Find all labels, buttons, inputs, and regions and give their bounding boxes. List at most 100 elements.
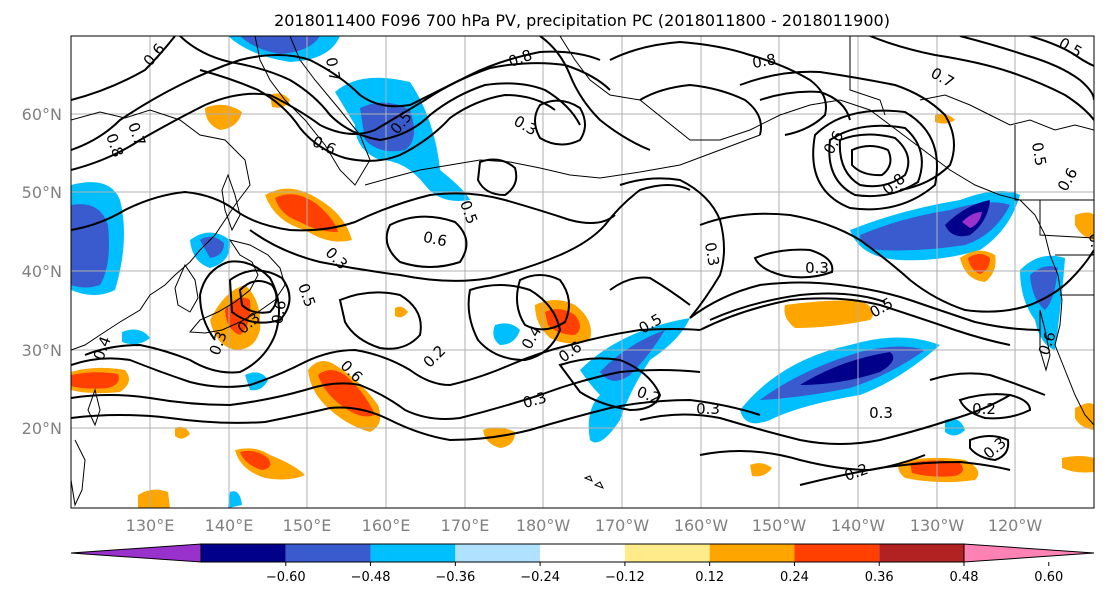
- colorbar-segment: [540, 544, 625, 562]
- precip-positive-area: [1075, 212, 1094, 240]
- colorbar-segment: [879, 544, 964, 562]
- colorbar-segment: [370, 544, 456, 562]
- lon-label: 120°W: [988, 516, 1043, 535]
- lon-label: 140°E: [205, 516, 254, 535]
- contour-label: 0.3: [696, 400, 720, 418]
- pv-contour: [71, 190, 616, 232]
- precip-positive-area: [935, 114, 955, 124]
- precip-negative-area: [71, 204, 109, 288]
- coastline-japan: [188, 239, 286, 334]
- pv-contours: [71, 36, 1094, 486]
- colorbar-segment: [794, 544, 880, 562]
- pv-contour: [689, 281, 1041, 331]
- pv-contour: [609, 40, 827, 136]
- pv-contour: [385, 215, 468, 268]
- pv-contour: [238, 280, 278, 314]
- coastline-korea: [174, 263, 199, 313]
- contour-label: 0.3: [869, 404, 893, 422]
- lon-label: 160°E: [362, 516, 411, 535]
- colorbar-tick-label: 0.12: [695, 570, 724, 585]
- pv-contour: [639, 83, 762, 136]
- lon-label: 160°W: [674, 516, 729, 535]
- pv-contour: [753, 248, 834, 279]
- coastline-canada-islands: [919, 94, 1094, 131]
- contour-label: 0.3: [805, 259, 829, 277]
- pv-contour: [467, 284, 562, 362]
- pv-contour: [851, 145, 892, 177]
- pv-contour: [838, 133, 910, 188]
- contour-label: 0.6: [421, 228, 448, 251]
- pv-contour: [71, 398, 761, 442]
- pv-contour: [639, 394, 1011, 445]
- lat-label: 50°N: [22, 183, 62, 202]
- figure-title: 2018011400 F096 700 hPa PV, precipitatio…: [274, 11, 890, 30]
- contour-label: 0.8: [751, 50, 778, 72]
- pv-contour: [699, 212, 1094, 313]
- precip-positive-area: [205, 104, 242, 130]
- pv-contour: [699, 450, 926, 472]
- coastline-north-america: [1019, 199, 1094, 426]
- contour-label: 0.5: [1028, 141, 1050, 168]
- precip-negative-area: [600, 330, 665, 381]
- precip-negative-area: [800, 352, 894, 385]
- lat-label: 40°N: [22, 262, 62, 281]
- precip-negative-area: [945, 418, 965, 436]
- contour-label: 0.3: [521, 388, 549, 412]
- precip-positive-area: [395, 306, 408, 318]
- colorbar-segment: [201, 544, 286, 562]
- lat-label: 60°N: [22, 105, 62, 124]
- colorbar-tick-label: −0.36: [435, 570, 475, 585]
- contour-label: 0.7: [322, 56, 344, 83]
- pv-contour: [71, 50, 601, 151]
- pv-contour: [929, 372, 1046, 396]
- pv-contour: [619, 177, 725, 319]
- precip-positive-area: [318, 370, 375, 417]
- contour-label: 0.6: [268, 299, 290, 326]
- contour-label: 0.2: [972, 400, 996, 418]
- lon-label: 130°W: [910, 516, 965, 535]
- lon-label: 130°E: [126, 516, 175, 535]
- coastlines: [71, 36, 1094, 507]
- colorbar-tick-label: −0.60: [266, 570, 306, 585]
- colorbar-extend-low: [70, 543, 202, 563]
- coastline-hawaii: [583, 475, 605, 489]
- colorbar-tick-label: 0.60: [1034, 570, 1063, 585]
- pv-contour: [609, 276, 691, 306]
- lon-label: 150°E: [283, 516, 332, 535]
- coastline-sakhalin: [221, 173, 241, 232]
- pv-contour: [84, 260, 280, 374]
- pv-contour: [534, 99, 586, 146]
- pv-contour: [739, 70, 955, 191]
- precip-negative-area: [493, 323, 520, 345]
- pv-contour: [71, 369, 701, 420]
- pv-contour: [709, 292, 886, 321]
- lon-label: 180°W: [516, 516, 571, 535]
- precip-negative-area: [122, 329, 150, 345]
- pv-contour: [249, 184, 691, 282]
- pv-contour: [958, 393, 1032, 420]
- lon-label: 150°W: [752, 516, 807, 535]
- pv-contour: [558, 357, 662, 412]
- colorbar-tick-label: 0.48: [950, 570, 979, 585]
- coastline-aleutians: [364, 134, 761, 186]
- precip-negative-area: [200, 236, 224, 258]
- lon-label: 170°E: [441, 516, 490, 535]
- contour-label: 0.3: [701, 241, 723, 268]
- pv-contour: [699, 297, 1011, 346]
- precip-negative-area: [228, 491, 242, 508]
- pv-contour: [1029, 36, 1094, 67]
- pv-contour: [338, 291, 422, 350]
- colorbar-tick-label: 0.36: [865, 570, 894, 585]
- pv-contour: [759, 90, 851, 121]
- precip-negative-area: [580, 318, 690, 443]
- map-panel: 0.6 0.7 0.8 0.6 0.7 0.8 0.3 0.5 0.6 0.3 …: [70, 35, 1105, 509]
- precip-negative-area: [240, 36, 320, 54]
- lon-label: 140°W: [831, 516, 886, 535]
- precip-positive-area: [750, 463, 772, 477]
- precip-positive-area: [1062, 456, 1094, 473]
- pv-contour: [71, 328, 701, 388]
- precip-negative-area: [245, 372, 268, 391]
- colorbar-segment: [455, 544, 541, 562]
- contour-label: 0.4: [1085, 232, 1105, 259]
